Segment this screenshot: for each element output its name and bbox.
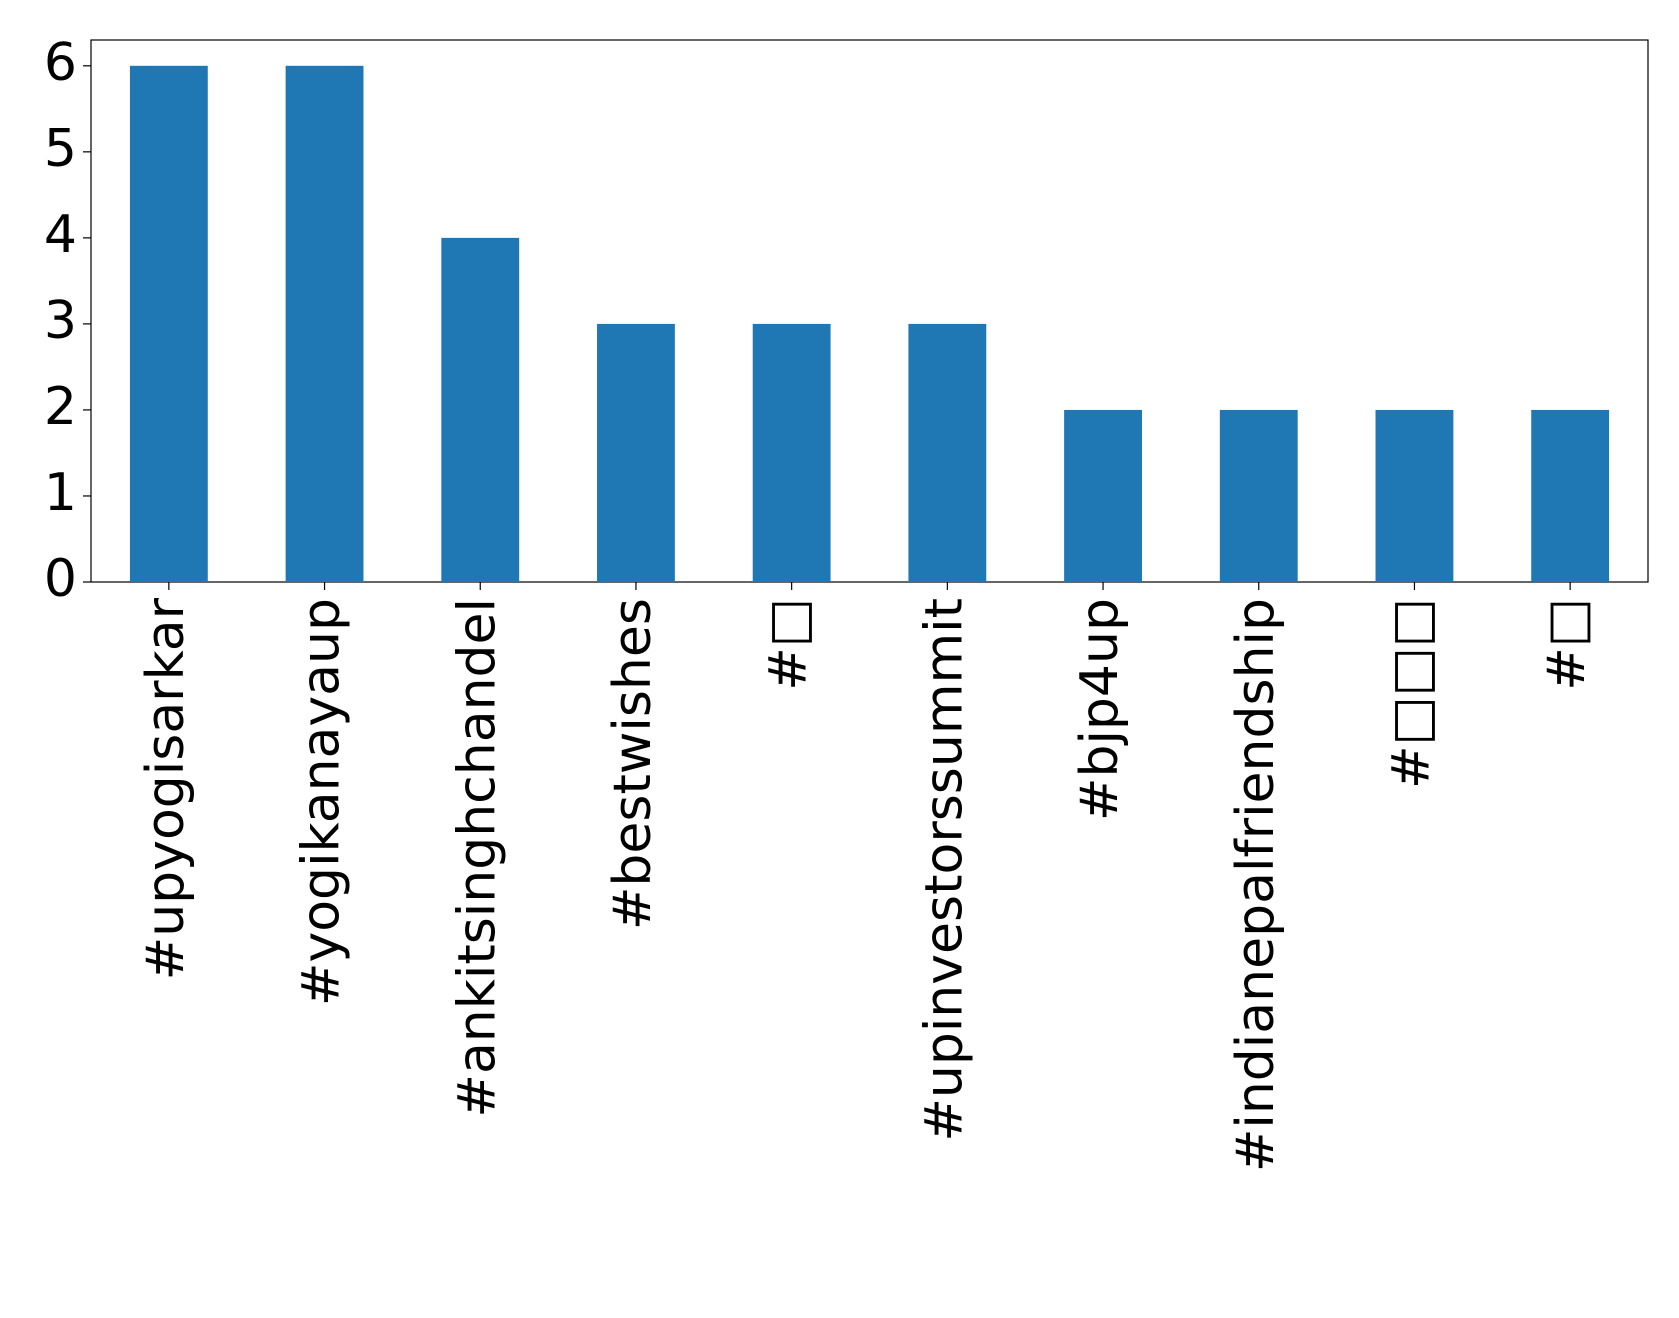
y-tick-label: 6 bbox=[44, 33, 77, 93]
bar bbox=[752, 323, 831, 582]
plot-frame bbox=[90, 39, 1649, 583]
x-tick-label: #□□□ bbox=[1381, 598, 1441, 789]
bar bbox=[129, 65, 208, 583]
y-tick-label: 4 bbox=[44, 205, 77, 265]
x-tick-label: #indianepalfriendship bbox=[1226, 598, 1286, 1172]
x-tick-label: #□ bbox=[759, 598, 819, 691]
bar bbox=[597, 323, 675, 582]
y-tick-label: 2 bbox=[44, 377, 77, 437]
x-tick-label: #upinvestorssummit bbox=[914, 598, 974, 1142]
bar bbox=[908, 323, 987, 582]
bar bbox=[1219, 409, 1298, 582]
x-tick-label: #bjp4up bbox=[1070, 598, 1130, 821]
x-tick-label: #bestwishes bbox=[603, 598, 663, 930]
y-tick-label: 0 bbox=[44, 549, 77, 609]
bar bbox=[1375, 409, 1454, 582]
x-tick-label: #yogikanayaup bbox=[292, 598, 352, 1006]
x-tick-label: #ankitsinghchandel bbox=[447, 598, 507, 1118]
y-tick-label: 5 bbox=[44, 119, 77, 179]
bar bbox=[1064, 409, 1142, 582]
bar bbox=[441, 237, 520, 582]
bar bbox=[1531, 409, 1610, 582]
x-tick-label: #□ bbox=[1537, 598, 1597, 691]
bar bbox=[285, 65, 364, 583]
x-tick-label: #upyogisarkar bbox=[136, 597, 196, 980]
y-tick-label: 1 bbox=[44, 463, 77, 523]
y-tick-label: 3 bbox=[44, 291, 77, 351]
